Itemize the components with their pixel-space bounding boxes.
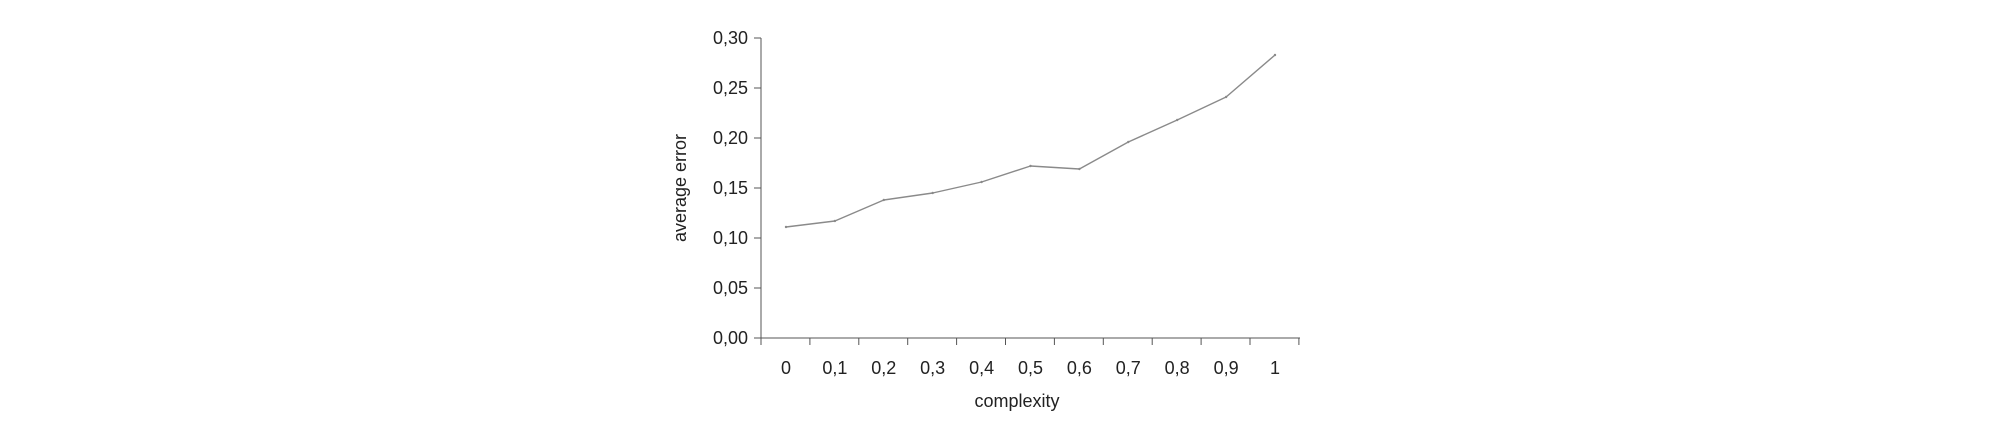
- x-tick-label: 0,4: [969, 358, 994, 378]
- data-point: [833, 219, 837, 223]
- x-tick-label: 0,3: [920, 358, 945, 378]
- series-group: [784, 53, 1277, 229]
- x-tick-label: 0,6: [1067, 358, 1092, 378]
- data-point: [1127, 140, 1130, 144]
- data-point: [980, 180, 983, 184]
- series-line: [785, 54, 1276, 228]
- y-tick-label: 0,05: [713, 278, 748, 298]
- y-tick-label: 0,10: [713, 228, 748, 248]
- y-tick-label: 0,15: [713, 178, 748, 198]
- data-point: [882, 198, 885, 202]
- x-tick-label: 0,1: [822, 358, 847, 378]
- x-tick-label: 0,9: [1214, 358, 1239, 378]
- x-axis-label: complexity: [974, 391, 1059, 411]
- data-point: [1224, 95, 1228, 99]
- y-axis: 0,00 0,05 0,10 0,15 0,20 0,25 0,30: [713, 28, 762, 348]
- x-tick-label: 0,8: [1165, 358, 1190, 378]
- y-tick-label: 0,20: [713, 128, 748, 148]
- x-tick-label: 0: [781, 358, 791, 378]
- x-tick-label: 0,2: [871, 358, 896, 378]
- y-tick-label: 0,25: [713, 78, 748, 98]
- data-point: [1029, 164, 1032, 168]
- data-point: [931, 191, 934, 195]
- x-tick-label: 0,5: [1018, 358, 1043, 378]
- data-point: [1176, 118, 1179, 122]
- x-tick-label: 1: [1270, 358, 1280, 378]
- data-point: [1078, 167, 1081, 171]
- x-tick-label: 0,7: [1116, 358, 1141, 378]
- x-axis: 0 0,1 0,2 0,3 0,4 0,5 0,6 0,7 0,8 0,9 1: [760, 337, 1300, 378]
- y-axis-label: average error: [670, 134, 690, 242]
- y-tick-label: 0,00: [713, 328, 748, 348]
- y-tick-label: 0,30: [713, 28, 748, 48]
- data-point: [1273, 53, 1277, 57]
- data-point: [784, 225, 788, 229]
